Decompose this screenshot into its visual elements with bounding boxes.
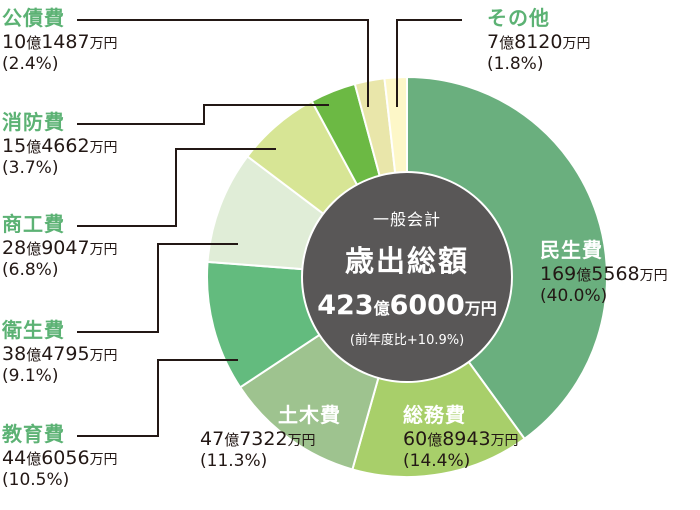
category-amount: 60億8943万円 bbox=[403, 428, 519, 450]
leader-line-shoukouhi bbox=[77, 148, 276, 227]
category-name: 衛生費 bbox=[2, 318, 65, 342]
center-change: (前年度比+10.9%) bbox=[349, 333, 465, 348]
category-percent: (1.8%) bbox=[487, 54, 544, 74]
label-kosaihi: 公債費 10億1487万円 (2.4%) bbox=[2, 8, 118, 73]
center-total: 423億6000万円 bbox=[302, 290, 512, 321]
total-man-value: 6000 bbox=[389, 290, 465, 321]
leader-line-shoubouhi bbox=[77, 104, 329, 125]
category-name: 消防費 bbox=[2, 110, 65, 134]
center-circle bbox=[301, 171, 513, 383]
label-shoubouhi: 消防費 15億4662万円 (3.7%) bbox=[2, 112, 118, 177]
label-kyouikuhi: 教育費 44億6056万円 (10.5%) bbox=[2, 424, 118, 489]
leader-line-kosaihi bbox=[77, 19, 369, 107]
category-percent: (3.7%) bbox=[2, 158, 59, 178]
category-percent: (11.3%) bbox=[200, 451, 268, 471]
leader-line-sonota bbox=[396, 19, 462, 107]
category-percent: (9.1%) bbox=[2, 366, 59, 386]
category-name: 公債費 bbox=[2, 6, 65, 30]
category-name: その他 bbox=[487, 6, 550, 30]
label-eiseihi: 衛生費 38億4795万円 (9.1%) bbox=[2, 320, 118, 385]
category-name: 民生費 bbox=[540, 238, 603, 262]
category-name: 土木費 bbox=[278, 403, 341, 427]
category-amount: 15億4662万円 bbox=[2, 135, 118, 157]
category-amount: 169億5568万円 bbox=[540, 263, 668, 285]
category-percent: (6.8%) bbox=[2, 260, 59, 280]
leader-line-eiseihi bbox=[77, 243, 238, 333]
category-name: 総務費 bbox=[403, 403, 466, 427]
category-amount: 10億1487万円 bbox=[2, 31, 118, 53]
total-oku-value: 423 bbox=[317, 290, 374, 321]
center-subtitle: 一般会計 bbox=[372, 210, 441, 229]
category-amount: 38億4795万円 bbox=[2, 343, 118, 365]
oku-unit: 億 bbox=[373, 299, 390, 318]
category-percent: (10.5%) bbox=[2, 470, 70, 490]
leader-line-kyouikuhi bbox=[77, 359, 238, 437]
label-shoukouhi: 商工費 28億9047万円 (6.8%) bbox=[2, 214, 118, 279]
category-amount: 28億9047万円 bbox=[2, 237, 118, 259]
center-title: 歳出総額 bbox=[344, 244, 469, 278]
category-name: 教育費 bbox=[2, 422, 65, 446]
label-minseihi: 民生費 169億5568万円 (40.0%) bbox=[540, 240, 668, 305]
label-soumuhi: 総務費 60億8943万円 (14.4%) bbox=[403, 405, 519, 470]
man-unit: 万円 bbox=[464, 299, 497, 318]
category-amount: 47億7322万円 bbox=[200, 428, 316, 450]
category-amount: 7億8120万円 bbox=[487, 31, 591, 53]
category-percent: (14.4%) bbox=[403, 451, 471, 471]
category-amount: 44億6056万円 bbox=[2, 447, 118, 469]
category-name: 商工費 bbox=[2, 212, 65, 236]
label-dobokuhi: 土木費 47億7322万円 (11.3%) bbox=[200, 405, 341, 470]
leader-lines bbox=[77, 19, 462, 437]
center-summary: 一般会計 歳出総額 423億6000万円 (前年度比+10.9%) bbox=[302, 172, 512, 382]
category-percent: (40.0%) bbox=[540, 286, 608, 306]
category-percent: (2.4%) bbox=[2, 54, 59, 74]
label-sonota: その他 7億8120万円 (1.8%) bbox=[487, 8, 590, 73]
